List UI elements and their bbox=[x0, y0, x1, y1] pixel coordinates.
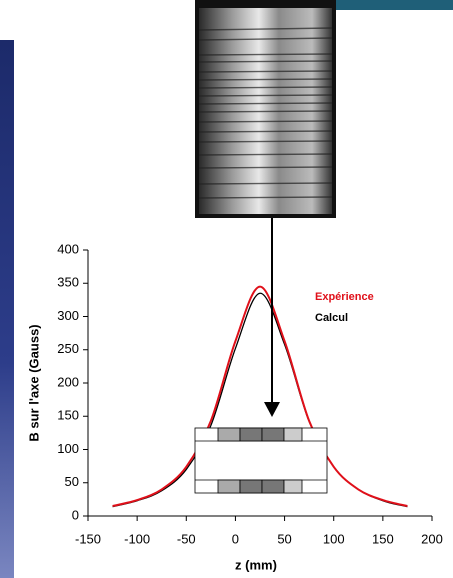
y-tick-label: 200 bbox=[57, 374, 79, 389]
y-axis-title: B sur l'axe (Gauss) bbox=[26, 324, 41, 441]
x-tick-label: 150 bbox=[372, 531, 394, 546]
y-tick-label: 300 bbox=[57, 308, 79, 323]
y-tick-label: 150 bbox=[57, 408, 79, 423]
x-axis-title: z (mm) bbox=[235, 557, 277, 572]
x-tick-label: -150 bbox=[75, 531, 101, 546]
y-tick-label: 250 bbox=[57, 341, 79, 356]
arrow bbox=[264, 218, 280, 417]
x-tick-label: 100 bbox=[323, 531, 345, 546]
side-bar bbox=[0, 40, 14, 578]
y-tick-label: 100 bbox=[57, 441, 79, 456]
x-tick-label: 50 bbox=[277, 531, 291, 546]
x-tick-label: 0 bbox=[232, 531, 239, 546]
x-tick-label: 200 bbox=[421, 531, 443, 546]
legend-label: Calcul bbox=[315, 312, 348, 324]
y-tick-label: 400 bbox=[57, 241, 79, 256]
legend-label: Expérience bbox=[315, 291, 374, 303]
coil-schematic bbox=[194, 427, 328, 494]
x-tick-label: -50 bbox=[177, 531, 196, 546]
y-tick-label: 0 bbox=[72, 507, 79, 522]
series-line bbox=[112, 285, 408, 507]
x-tick-label: -100 bbox=[124, 531, 150, 546]
y-tick-label: 50 bbox=[65, 474, 79, 489]
top-bar bbox=[335, 0, 453, 10]
photo bbox=[195, 0, 336, 218]
plot: 0 50 100 150 200 250 300 350 400 -150 -100 -50 0 50 10… bbox=[57, 241, 443, 546]
y-tick-label: 350 bbox=[57, 275, 79, 290]
